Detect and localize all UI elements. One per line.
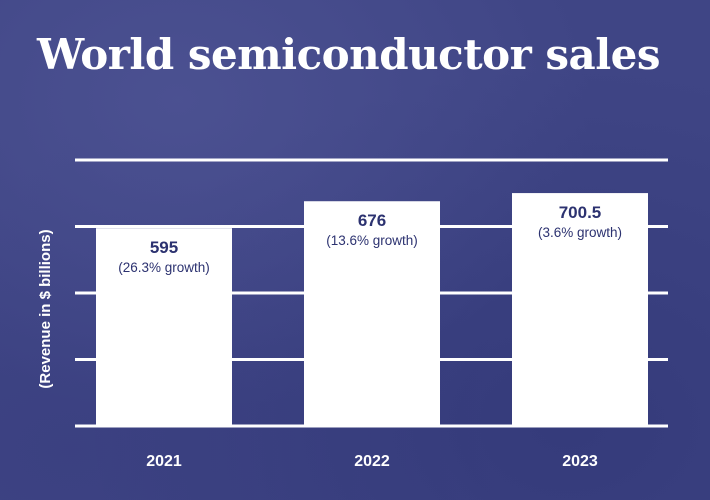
bar-value-label: 595 xyxy=(150,238,178,257)
bar-2023 xyxy=(512,193,648,426)
bar-2021 xyxy=(96,228,232,426)
chart-title: World semiconductor sales xyxy=(37,30,661,79)
bar-growth-label: (26.3% growth) xyxy=(118,260,210,275)
x-axis-ticks: 2021 2022 2023 xyxy=(146,453,598,470)
x-tick-label: 2023 xyxy=(562,453,598,470)
bar-2022 xyxy=(304,201,440,426)
x-tick-label: 2021 xyxy=(146,453,182,470)
bar-growth-label: (3.6% growth) xyxy=(538,225,622,240)
bars xyxy=(96,193,648,426)
bar-labels: 595 (26.3% growth) 676 (13.6% growth) 700.5 (… xyxy=(118,203,622,275)
bar-value-label: 676 xyxy=(358,211,386,230)
y-axis-label: (Revenue in $ billions) xyxy=(37,229,54,388)
bar-growth-label: (13.6% growth) xyxy=(326,233,418,248)
x-tick-label: 2022 xyxy=(354,453,390,470)
bar-value-label: 700.5 xyxy=(559,203,602,222)
